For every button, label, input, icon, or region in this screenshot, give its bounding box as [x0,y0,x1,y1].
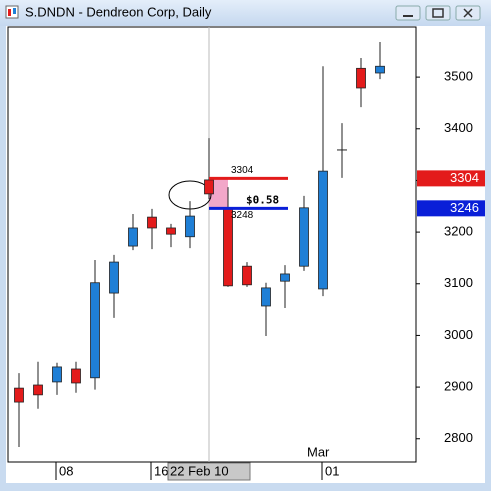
y-tick-label: 3200 [444,224,473,239]
price-box-high-label: 3304 [450,170,479,185]
crosshair-date-label: 22 Feb 10 [170,463,229,478]
y-tick-label: 3400 [444,120,473,135]
candle-body [90,282,100,379]
close-icon [463,8,473,18]
price-box-low-label: 3246 [450,200,479,215]
measure-high-label: 3304 [231,165,254,176]
measure-diff-label: $0.58 [246,193,279,206]
price-box-high [417,170,485,187]
candle-body [185,215,195,238]
app-icon [5,5,19,19]
candle-body [375,65,385,74]
candle-body [261,287,271,307]
app-icon [8,9,11,16]
candle-body [33,384,43,396]
candle-body [71,368,81,384]
plot-area [7,26,417,463]
maximize-icon [432,8,444,18]
y-tick-label: 2900 [444,379,473,394]
x-tick-label: 01 [325,463,339,478]
candle-body [147,216,157,229]
plot: 280029003000310032003300340035003304$0.5… [14,27,485,481]
candle-body [128,227,138,247]
y-tick-label: 3500 [444,69,473,84]
price-box-low [417,200,485,217]
candle-body [204,179,214,195]
app-icon [13,8,16,14]
minimize-button[interactable] [395,5,421,21]
candle-body [242,265,252,286]
window-title: S.DNDN - Dendreon Corp, Daily [25,4,212,19]
x-tick-label: 16 [154,463,168,478]
measure-low-label: 3248 [231,210,254,221]
y-tick-label: 3100 [444,275,473,290]
y-tick-label: 3000 [444,327,473,342]
maximize-button[interactable] [425,5,451,21]
candle-body [356,67,366,89]
candle-body [109,261,119,294]
candle-body [318,170,328,290]
candle-body [166,227,176,235]
x-month-label: Mar [307,444,330,459]
candle-body [299,207,309,267]
crosshair-date-box [167,462,251,481]
y-tick-label: 2800 [444,430,473,445]
candle-body [14,387,24,403]
x-tick-label: 08 [59,463,73,478]
candle-body [280,273,290,282]
candle-body [52,366,62,383]
